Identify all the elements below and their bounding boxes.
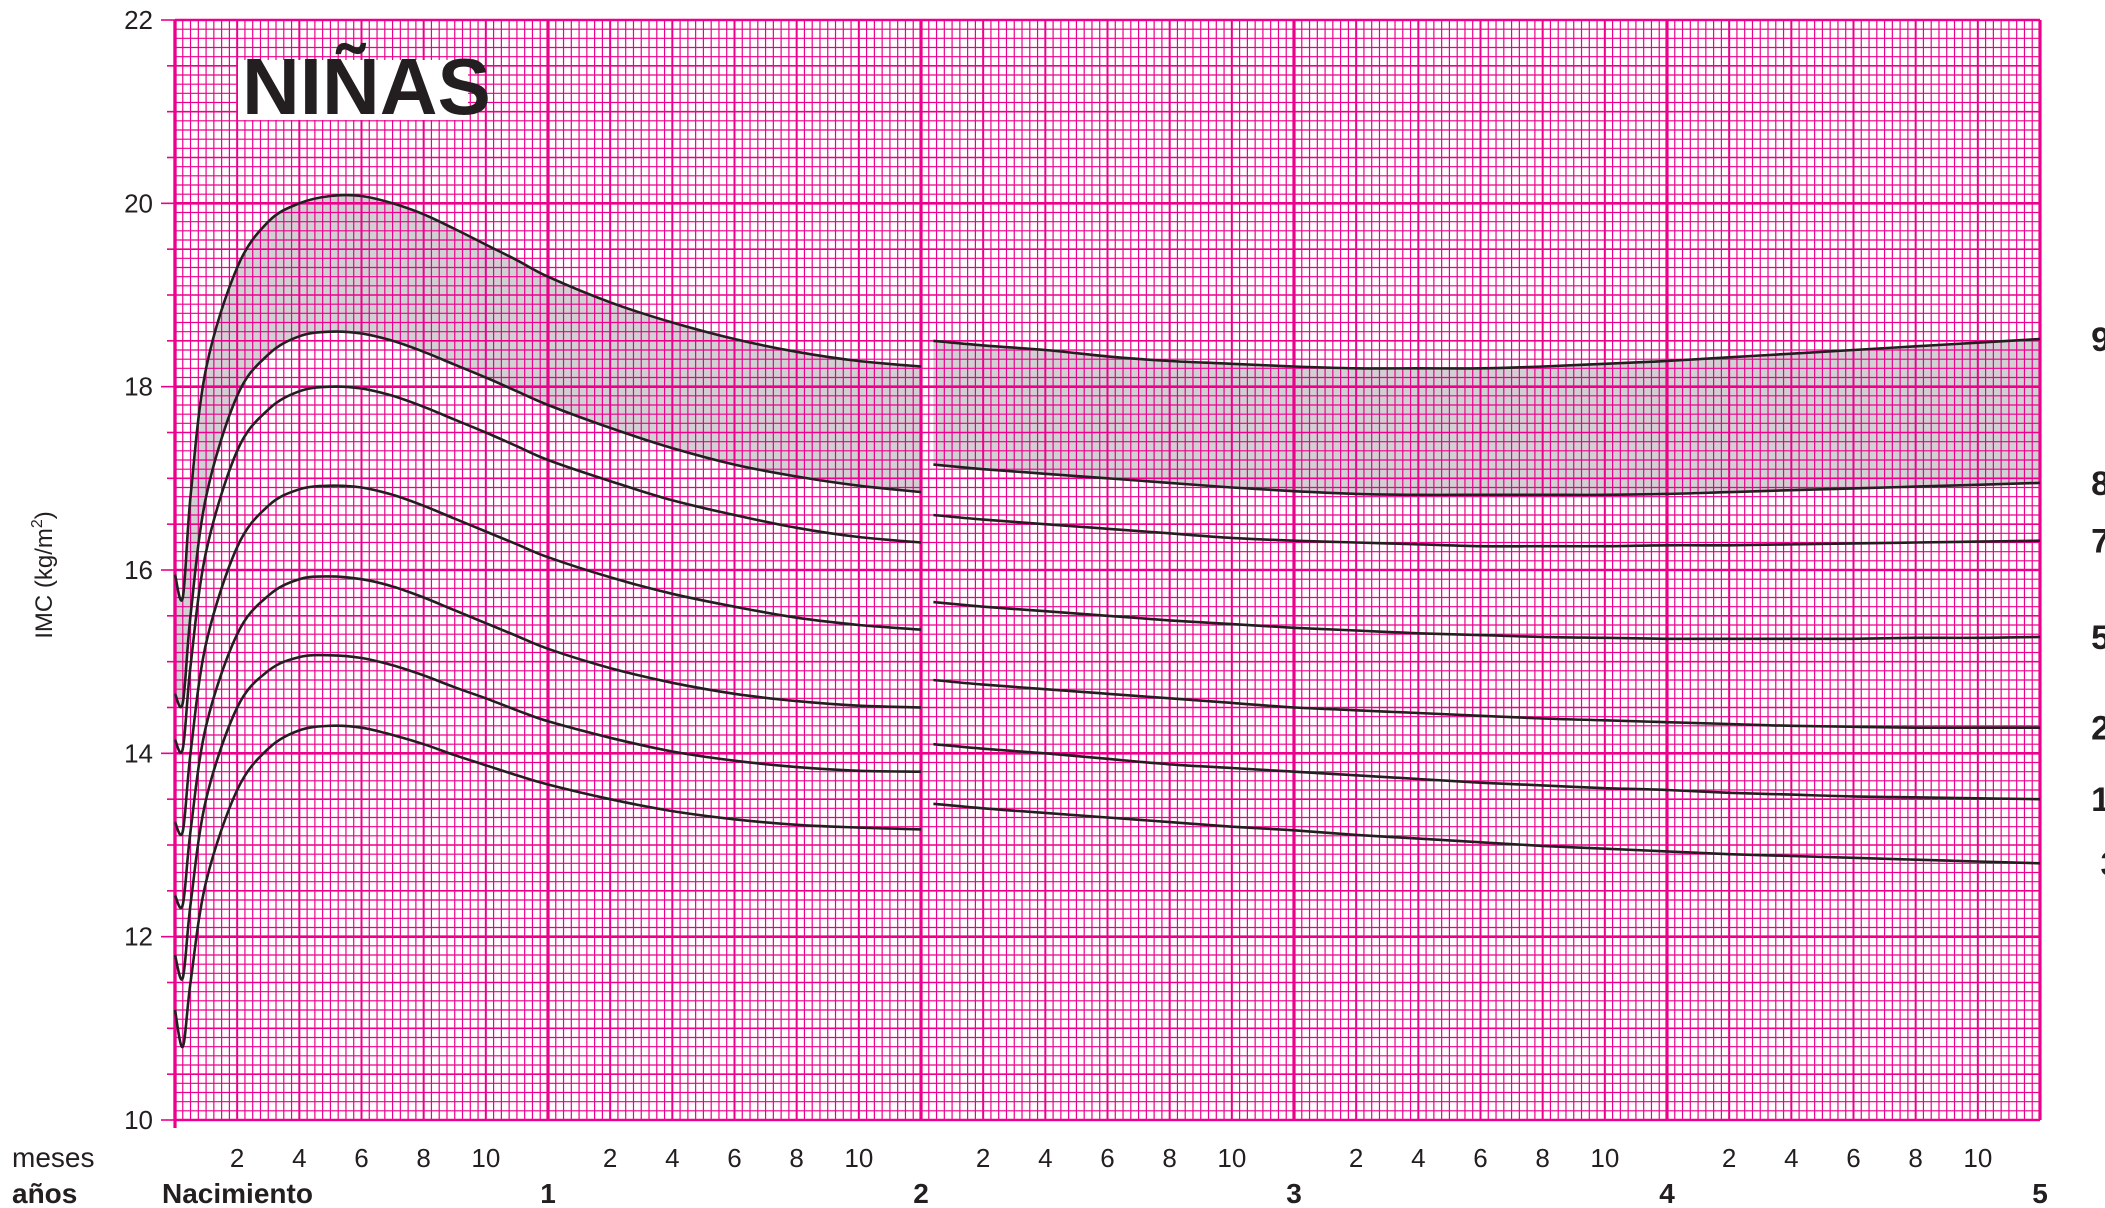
- x-year-tick-label: Nacimiento: [162, 1178, 313, 1208]
- percentile-curve-97: [933, 337, 2041, 370]
- percentile-curve-10: [933, 742, 2041, 801]
- percentile-curve-25: [173, 575, 922, 910]
- y-axis-ticks: 10 12 14 16 18 20 22: [124, 5, 153, 1135]
- x-month-tick-label: 8: [1535, 1143, 1549, 1173]
- percentile-labels: 97 85 75 50 25 10 3: [2091, 321, 2105, 883]
- x-month-tick-label: 8: [1162, 1143, 1176, 1173]
- x-month-tick-label: 10: [471, 1143, 500, 1173]
- x-month-tick-label: 2: [976, 1143, 990, 1173]
- x-month-tick-label: 8: [789, 1143, 803, 1173]
- y-axis-label: IMC (kg/m2): [29, 511, 58, 639]
- x-year-tick-label: 5: [2032, 1178, 2048, 1208]
- x-month-tick-label: 10: [1590, 1143, 1619, 1173]
- x-month-tick-label: 6: [727, 1143, 741, 1173]
- title-background: [238, 60, 468, 120]
- y-tick-label: 10: [124, 1105, 153, 1135]
- y-axis-label-close: ): [31, 511, 58, 519]
- y-tick-label: 20: [124, 188, 153, 218]
- percentile-label: 10: [2091, 781, 2105, 819]
- x-month-tick-label: 2: [230, 1143, 244, 1173]
- x-month-tick-label: 4: [1411, 1143, 1425, 1173]
- percentile-curve-75: [173, 385, 922, 754]
- x-axis-meses-label: meses: [12, 1142, 94, 1173]
- x-month-tick-label: 2: [603, 1143, 617, 1173]
- chart-grid: [161, 18, 2042, 1128]
- percentile-curves: [173, 193, 2041, 1049]
- x-month-tick-label: 4: [1038, 1143, 1052, 1173]
- x-month-tick-label: 10: [1217, 1143, 1246, 1173]
- percentile-curve-3: [933, 802, 2041, 865]
- x-axis-year-ticks: Nacimiento 1 2 3 4 5: [162, 1178, 2048, 1208]
- percentile-label: 25: [2091, 710, 2105, 748]
- x-year-tick-label: 3: [1286, 1178, 1302, 1208]
- x-month-tick-label: 2: [1722, 1143, 1736, 1173]
- percentile-curve-10: [173, 653, 922, 981]
- x-axis-month-ticks: 2 4 6 8 10 2 4 6 8 10 2 4 6 8 10 2 4 6 8 10 2 4 6 8 10: [230, 1143, 1992, 1173]
- x-year-tick-label: 1: [540, 1178, 556, 1208]
- x-month-tick-label: 6: [354, 1143, 368, 1173]
- percentile-curve-50: [933, 600, 2041, 641]
- y-tick-label: 14: [124, 738, 153, 768]
- y-axis-label-main: IMC (kg/m: [31, 528, 58, 639]
- x-month-tick-label: 10: [1963, 1143, 1992, 1173]
- x-axis-anos-label: años: [12, 1178, 77, 1208]
- percentile-label: 50: [2091, 619, 2105, 657]
- x-year-tick-label: 2: [913, 1178, 929, 1208]
- x-year-tick-label: 4: [1659, 1178, 1675, 1208]
- chart-title: NIÑAS: [242, 42, 491, 131]
- percentile-curve-85: [173, 330, 922, 709]
- y-tick-label: 22: [124, 5, 153, 35]
- x-month-tick-label: 2: [1349, 1143, 1363, 1173]
- x-month-tick-label: 10: [844, 1143, 873, 1173]
- y-tick-label: 16: [124, 555, 153, 585]
- x-month-tick-label: 4: [1784, 1143, 1798, 1173]
- x-month-tick-label: 6: [1473, 1143, 1487, 1173]
- x-month-tick-label: 6: [1846, 1143, 1860, 1173]
- x-month-tick-label: 4: [292, 1143, 306, 1173]
- percentile-curve-50: [173, 484, 922, 837]
- percentile-curve-25: [933, 678, 2040, 730]
- percentile-label: 75: [2091, 523, 2105, 561]
- y-tick-label: 12: [124, 922, 153, 952]
- percentile-curve-85: [933, 463, 2041, 497]
- percentile-label: 3: [2101, 845, 2105, 883]
- y-axis-label-superscript: 2: [29, 519, 46, 528]
- y-tick-label: 18: [124, 372, 153, 402]
- percentile-label: 85: [2091, 465, 2105, 503]
- percentile-label: 97: [2091, 321, 2105, 359]
- percentile-curve-3: [173, 724, 922, 1049]
- percentile-curve-75: [933, 513, 2041, 548]
- x-month-tick-label: 8: [1908, 1143, 1922, 1173]
- x-month-tick-label: 4: [665, 1143, 679, 1173]
- percentile-curve-97: [173, 193, 922, 602]
- x-month-tick-label: 8: [416, 1143, 430, 1173]
- x-month-tick-label: 6: [1100, 1143, 1114, 1173]
